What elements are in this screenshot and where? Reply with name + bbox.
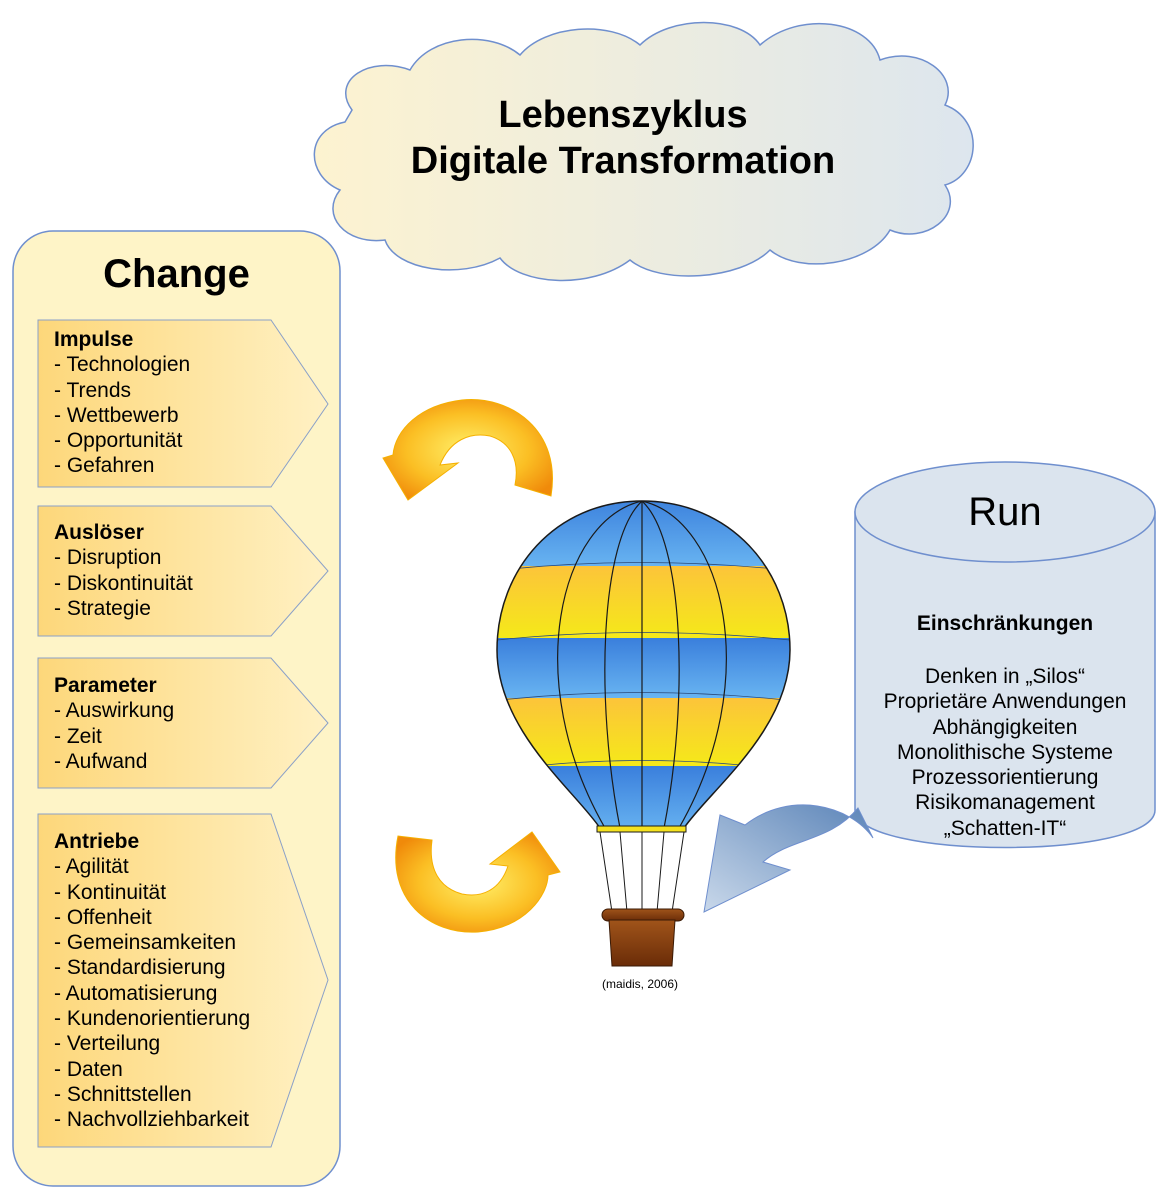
run-constraints-list: Denken in „Silos“ Proprietäre Anwendunge… [855, 664, 1155, 841]
list-item: - Schnittstellen [54, 1082, 192, 1106]
change-title: Change [103, 252, 250, 296]
diagram-title: Lebenszyklus Digitale Transformation [330, 92, 916, 184]
cycle-arrow-top [382, 399, 553, 501]
list-item: - Kundenorientierung [54, 1007, 251, 1031]
list-item: - Technologien [54, 353, 191, 377]
list-item: - Daten [54, 1057, 123, 1081]
list-item: - Verteilung [54, 1032, 161, 1056]
ausloeser-box: Auslöser - Disruption - Diskontinuität -… [54, 520, 193, 621]
box-heading: Impulse [54, 328, 134, 351]
list-item: Risikomanagement [915, 791, 1095, 815]
box-heading: Auslöser [54, 521, 144, 544]
list-item: - Nachvollziehbarkeit [54, 1108, 249, 1132]
list-item: - Offenheit [54, 905, 152, 929]
impulse-box-shape [37, 319, 329, 488]
title-cloud [313, 21, 974, 282]
list-item: - Disruption [54, 546, 162, 570]
list-item: Monolithische Systeme [897, 740, 1113, 764]
list-item: - Agilität [54, 855, 129, 879]
run-to-balloon-arrow [703, 804, 874, 913]
list-item: - Zeit [54, 724, 102, 748]
list-item: Denken in „Silos“ [925, 665, 1085, 688]
list-item: - Auswirkung [54, 699, 175, 723]
list-item: - Standardisierung [54, 956, 226, 980]
title-line-2: Digitale Transformation [410, 140, 836, 182]
list-item: - Gefahren [54, 454, 155, 478]
title-line-1: Lebenszyklus [498, 94, 748, 136]
list-item: - Automatisierung [54, 981, 218, 1005]
list-item: - Gemeinsamkeiten [54, 931, 237, 955]
box-heading: Antriebe [54, 830, 140, 853]
list-item: Proprietäre Anwendungen [883, 690, 1127, 714]
impulse-box: Impulse - Technologien - Trends - Wettbe… [54, 327, 190, 479]
list-item: „Schatten-IT“ [943, 816, 1067, 840]
list-item: - Trends [54, 378, 132, 402]
run-cylinder [854, 461, 1156, 849]
parameter-box: Parameter - Auswirkung - Zeit - Aufwand [54, 673, 174, 774]
list-item: - Wettbewerb [54, 403, 179, 427]
antriebe-box: Antriebe - Agilität - Kontinuität - Offe… [54, 829, 250, 1133]
list-item: Abhängigkeiten [932, 715, 1078, 739]
balloon-credit: (maidis, 2006) [601, 977, 679, 991]
parameter-box-shape [37, 657, 329, 789]
antriebe-box-shape [37, 813, 329, 1148]
list-item: - Kontinuität [54, 880, 167, 904]
list-item: - Strategie [54, 596, 151, 620]
list-item: Prozessorientierung [911, 766, 1099, 790]
box-heading: Parameter [54, 674, 157, 697]
run-title: Run [968, 490, 1042, 534]
cycle-arrow-bottom [395, 831, 561, 933]
run-subtitle: Einschränkungen [916, 612, 1094, 635]
list-item: - Diskontinuität [54, 571, 193, 595]
list-item: - Opportunität [54, 429, 183, 453]
list-item: - Aufwand [54, 749, 148, 773]
ausloeser-box-shape [37, 505, 329, 637]
